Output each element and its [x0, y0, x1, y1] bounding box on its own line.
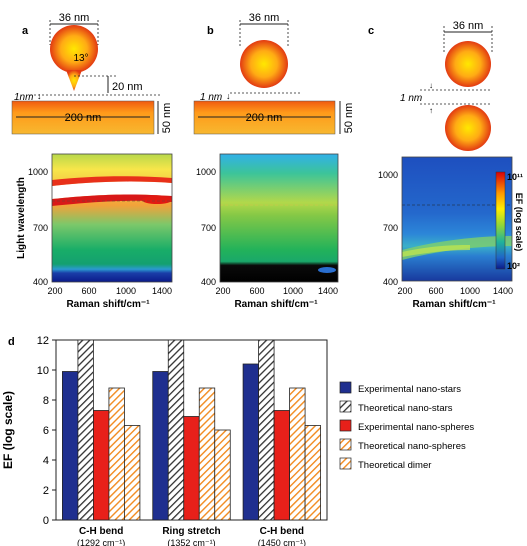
- tick-x-a-200: 200: [47, 286, 62, 296]
- heatmap-a: [52, 154, 172, 282]
- tick-x-c-1000: 1000: [460, 286, 480, 296]
- category-label: C-H bend: [260, 526, 304, 537]
- y-tick-label: 2: [43, 485, 49, 497]
- tick-y-b-700: 700: [201, 223, 216, 233]
- bar-3-1: [242, 363, 259, 521]
- bar-ylabel: EF (log scale): [1, 391, 15, 469]
- bar-1-3: [93, 410, 110, 521]
- svg-text:↓: ↓: [226, 91, 231, 101]
- y-tick-label: 4: [43, 455, 49, 467]
- tick-y-b-400: 400: [201, 277, 216, 287]
- tick-x-b-1000: 1000: [283, 286, 303, 296]
- tick-x-a-1000: 1000: [116, 286, 136, 296]
- bar-2-4: [198, 387, 216, 521]
- bar-1-1: [62, 371, 79, 521]
- bar-2-5: [214, 429, 231, 521]
- tick-x-b-200: 200: [215, 286, 230, 296]
- tick-x-a-1400: 1400: [152, 286, 172, 296]
- tick-x-c-200: 200: [397, 286, 412, 296]
- ylabel-a: Light wavelength: [16, 177, 27, 259]
- film-length-label-b: 200 nm: [246, 112, 283, 124]
- bar-3-5: [304, 425, 321, 521]
- gap-label: 1nm: [14, 92, 33, 103]
- colorbar-label: EF (log scale): [514, 193, 524, 252]
- tick-y-b-1000: 1000: [196, 167, 216, 177]
- heatmap-c: [402, 157, 512, 281]
- film-thickness-label-b: 50 nm: [343, 103, 355, 134]
- film-thickness-label: 50 nm: [161, 103, 173, 134]
- film-length-label: 200 nm: [65, 112, 102, 124]
- tick-x-b-1400: 1400: [318, 286, 338, 296]
- tip-length-label: 20 nm: [112, 81, 143, 93]
- legend-label: Experimental nano-spheres: [358, 422, 474, 433]
- bar-1-4: [108, 387, 125, 521]
- top-panels: a 36 nm 13° 20 nm 1nm ↓ 200 nm 50 nm 100…: [11, 12, 524, 310]
- heatmap-a-hotspot: [52, 181, 172, 199]
- diameter-label-b: 36 nm: [249, 12, 280, 24]
- legend-swatch: [339, 381, 352, 394]
- tick-y-a-700: 700: [33, 223, 48, 233]
- bar-2-2: [167, 339, 185, 521]
- tick-y-a-1000: 1000: [28, 167, 48, 177]
- bar-3-3: [273, 410, 290, 521]
- category-sublabel: (1292 cm⁻¹): [77, 538, 125, 546]
- legend-swatch: [339, 400, 352, 413]
- xlabel-c: Raman shift/cm⁻¹: [412, 299, 496, 310]
- colorbar-bottom: 10²: [507, 261, 520, 271]
- svg-text:↓: ↓: [429, 81, 433, 90]
- legend-swatch: [339, 457, 352, 470]
- tick-y-c-700: 700: [383, 223, 398, 233]
- legend-label: Theoretical nano-spheres: [358, 441, 466, 452]
- y-tick-label: 10: [37, 365, 49, 377]
- y-tick-label: 0: [43, 515, 49, 527]
- bar-3-2: [258, 339, 275, 521]
- legend-label: Theoretical nano-stars: [358, 403, 453, 414]
- bar-1-2: [77, 339, 94, 521]
- gap-label-c: 1 nm: [400, 93, 422, 104]
- nanostar-tip: [66, 70, 82, 91]
- xlabel-b: Raman shift/cm⁻¹: [234, 299, 318, 310]
- bar-2-1: [152, 371, 169, 521]
- angle-label: 13°: [73, 53, 88, 64]
- category-sublabel: (1352 cm⁻¹): [167, 538, 215, 546]
- legend-label: Theoretical dimer: [358, 460, 431, 471]
- bar-2-3: [183, 416, 200, 521]
- tick-y-a-400: 400: [33, 277, 48, 287]
- panel-c-label: c: [368, 25, 374, 37]
- y-tick-label: 6: [43, 425, 49, 437]
- category-label: Ring stretch: [162, 526, 220, 537]
- heatmap-b: [220, 154, 338, 282]
- y-tick-label: 8: [43, 395, 49, 407]
- bar-1-5: [124, 425, 141, 521]
- xlabel-a: Raman shift/cm⁻¹: [66, 299, 150, 310]
- tick-x-b-600: 600: [249, 286, 264, 296]
- tick-x-c-600: 600: [428, 286, 443, 296]
- nanostar-sphere: [50, 25, 98, 73]
- diameter-label-c: 36 nm: [453, 20, 484, 32]
- tick-x-a-600: 600: [81, 286, 96, 296]
- category-label: C-H bend: [79, 526, 123, 537]
- svg-text:↑: ↑: [429, 106, 433, 115]
- dimer-bottom-sphere: [445, 105, 491, 151]
- tick-x-c-1400: 1400: [493, 286, 513, 296]
- colorbar-top: 10¹¹: [507, 172, 523, 182]
- panel-d-label: d: [8, 336, 15, 348]
- diameter-label: 36 nm: [59, 12, 90, 24]
- legend-label: Experimental nano-stars: [358, 384, 461, 395]
- legend-swatch: [339, 419, 352, 432]
- svg-text:↓: ↓: [37, 91, 42, 101]
- gap-label-b: 1 nm: [200, 92, 222, 103]
- category-sublabel: (1450 cm⁻¹): [258, 538, 306, 546]
- tick-y-c-1000: 1000: [378, 170, 398, 180]
- panel-a-label: a: [22, 25, 29, 37]
- nanosphere-b: [240, 40, 288, 88]
- y-tick-label: 12: [37, 335, 49, 347]
- legend-swatch: [339, 438, 352, 451]
- bar-3-4: [289, 387, 306, 521]
- tick-y-c-400: 400: [383, 277, 398, 287]
- dimer-top-sphere: [445, 41, 491, 87]
- colorbar: [495, 171, 506, 270]
- panel-b-label: b: [207, 25, 214, 37]
